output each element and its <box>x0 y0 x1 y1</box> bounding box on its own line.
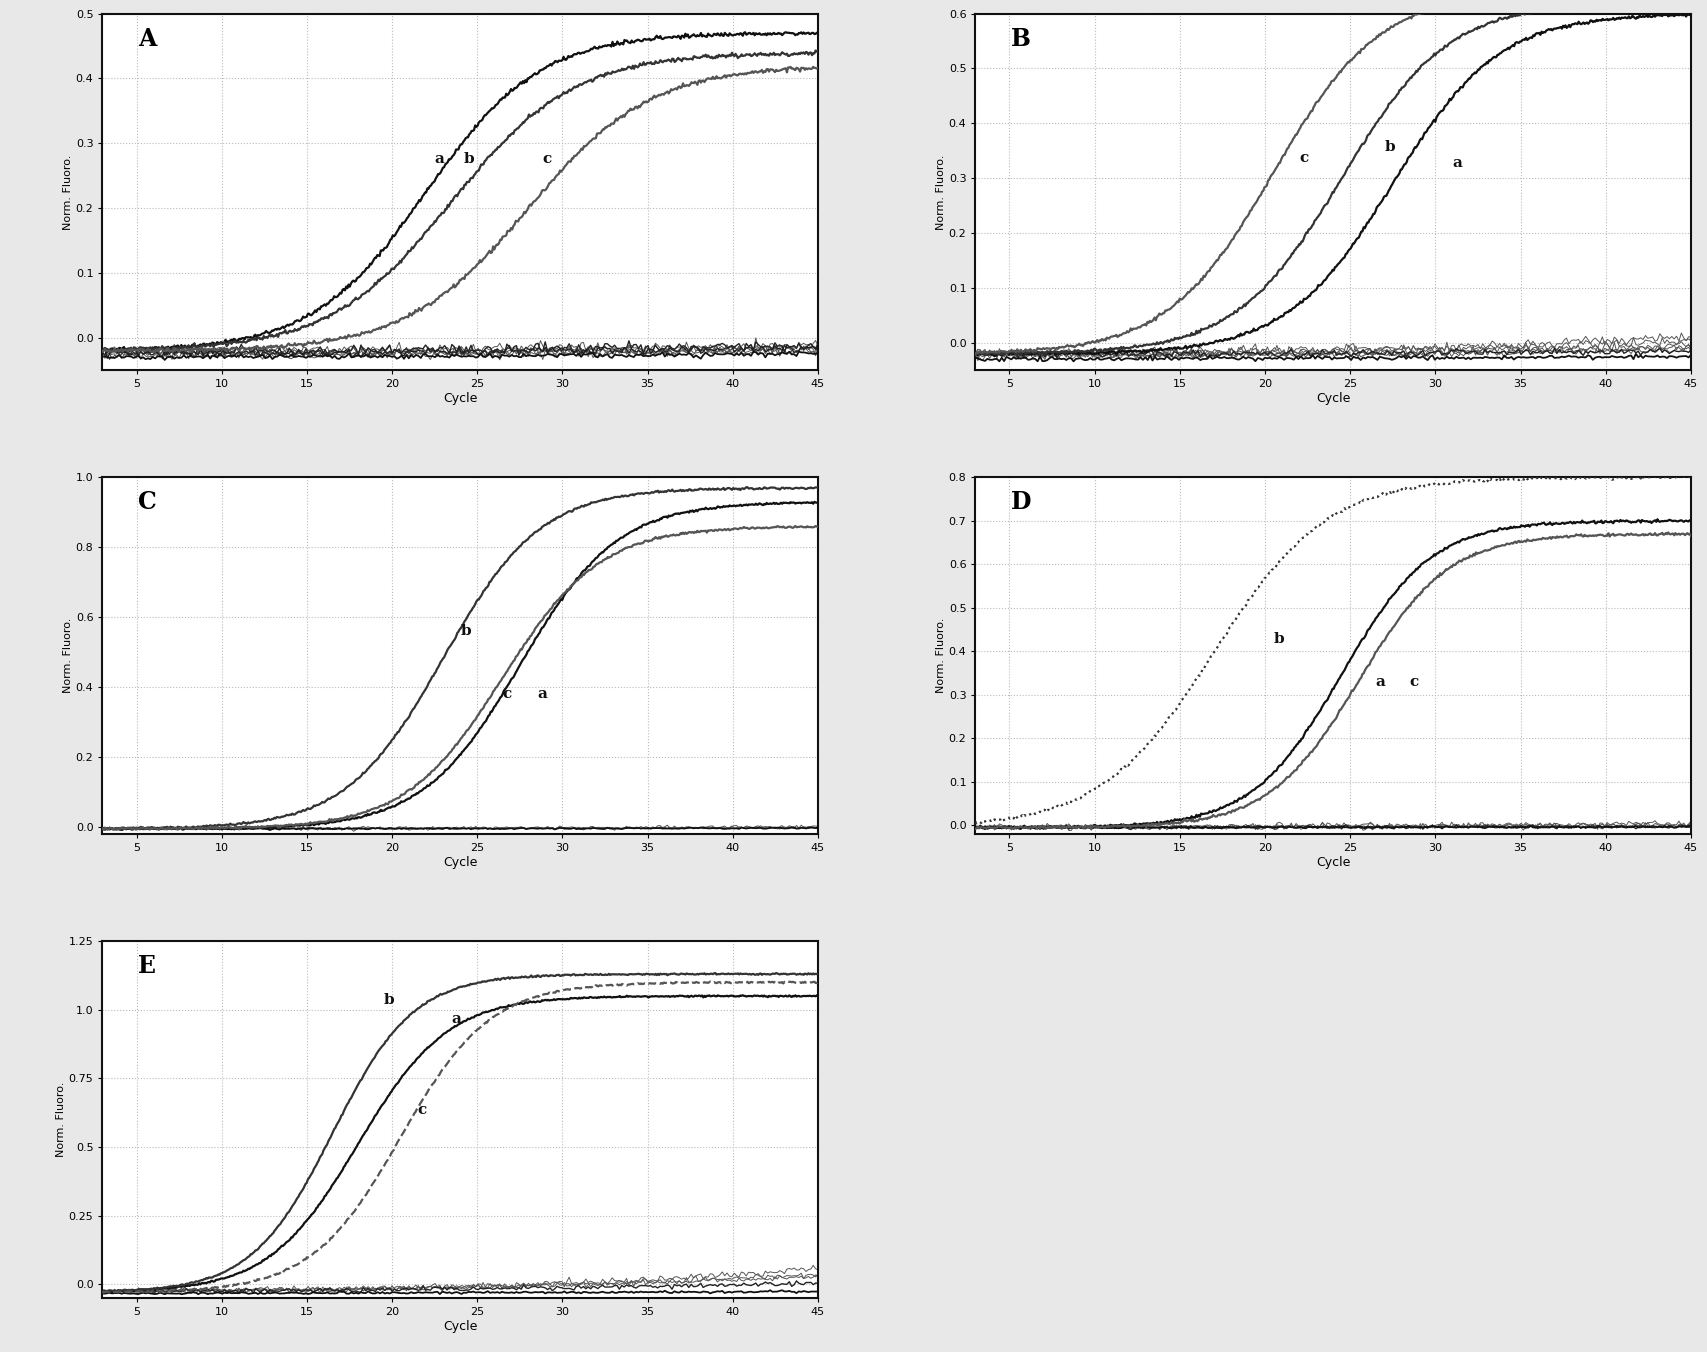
Text: b: b <box>1273 631 1284 646</box>
Text: a: a <box>1451 157 1461 170</box>
Text: D: D <box>1011 491 1031 515</box>
Text: a: a <box>536 687 546 700</box>
Text: B: B <box>1011 27 1031 50</box>
Text: c: c <box>418 1103 427 1117</box>
Text: E: E <box>138 955 155 979</box>
Y-axis label: Norm. Fluoro.: Norm. Fluoro. <box>935 154 946 230</box>
X-axis label: Cycle: Cycle <box>1314 392 1350 406</box>
Text: c: c <box>541 151 551 166</box>
Y-axis label: Norm. Fluoro.: Norm. Fluoro. <box>56 1082 67 1157</box>
Text: b: b <box>1383 139 1395 154</box>
X-axis label: Cycle: Cycle <box>442 856 478 869</box>
X-axis label: Cycle: Cycle <box>442 1320 478 1333</box>
Y-axis label: Norm. Fluoro.: Norm. Fluoro. <box>63 618 73 694</box>
Text: c: c <box>1299 150 1308 165</box>
Text: b: b <box>459 623 471 638</box>
Text: A: A <box>138 27 157 50</box>
Text: C: C <box>138 491 157 515</box>
Text: a: a <box>451 1013 461 1026</box>
X-axis label: Cycle: Cycle <box>442 392 478 406</box>
Y-axis label: Norm. Fluoro.: Norm. Fluoro. <box>63 154 73 230</box>
Y-axis label: Norm. Fluoro.: Norm. Fluoro. <box>935 618 946 694</box>
X-axis label: Cycle: Cycle <box>1314 856 1350 869</box>
Text: b: b <box>384 994 394 1007</box>
Text: b: b <box>463 151 475 166</box>
Text: c: c <box>1408 675 1419 690</box>
Text: a: a <box>1374 675 1384 690</box>
Text: c: c <box>502 687 512 700</box>
Text: a: a <box>434 151 444 166</box>
